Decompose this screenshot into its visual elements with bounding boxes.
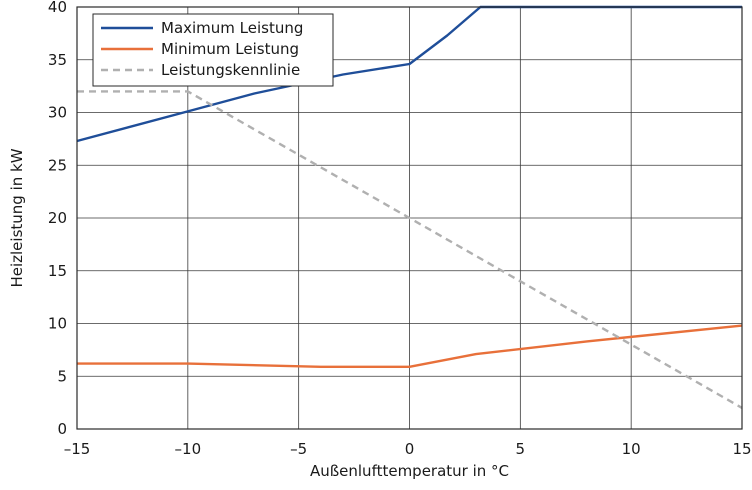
x-tick-label: –15 bbox=[64, 440, 91, 458]
legend-label: Maximum Leistung bbox=[161, 19, 303, 37]
x-tick-label: 15 bbox=[732, 440, 751, 458]
x-tick-label: 10 bbox=[622, 440, 641, 458]
y-tick-label: 5 bbox=[57, 367, 67, 385]
series-line-maximum-leistung bbox=[76, 5, 742, 143]
y-tick-label: 35 bbox=[48, 51, 67, 69]
y-axis-label: Heizleistung in kW bbox=[8, 148, 26, 287]
series-line-leistungskennlinie bbox=[77, 90, 743, 409]
legend-label: Leistungskennlinie bbox=[161, 61, 300, 79]
legend: Maximum Leistung Minimum Leistung Leistung… bbox=[92, 13, 334, 87]
y-tick-label: 25 bbox=[48, 156, 67, 174]
y-tick-label: 30 bbox=[48, 104, 67, 122]
x-axis-label: Außenlufttemperatur in °C bbox=[310, 462, 509, 480]
y-tick-label: 15 bbox=[48, 262, 67, 280]
series-layer bbox=[76, 5, 743, 409]
legend-label: Minimum Leistung bbox=[161, 40, 299, 58]
x-tick-label: –10 bbox=[175, 440, 202, 458]
y-tick-label: 40 bbox=[48, 0, 67, 16]
x-tick-label: –5 bbox=[290, 440, 307, 458]
plot-frame bbox=[76, 6, 743, 430]
tick-labels: –15 –10 –5 0 5 10 15 0 5 10 15 20 25 30 35 40 bbox=[48, 0, 752, 458]
y-tick-label: 10 bbox=[48, 315, 67, 333]
series-line-minimum-leistung bbox=[77, 324, 743, 368]
y-tick-label: 20 bbox=[48, 209, 67, 227]
y-tick-label: 0 bbox=[57, 420, 67, 438]
x-tick-label: 0 bbox=[405, 440, 415, 458]
x-tick-label: 5 bbox=[516, 440, 526, 458]
